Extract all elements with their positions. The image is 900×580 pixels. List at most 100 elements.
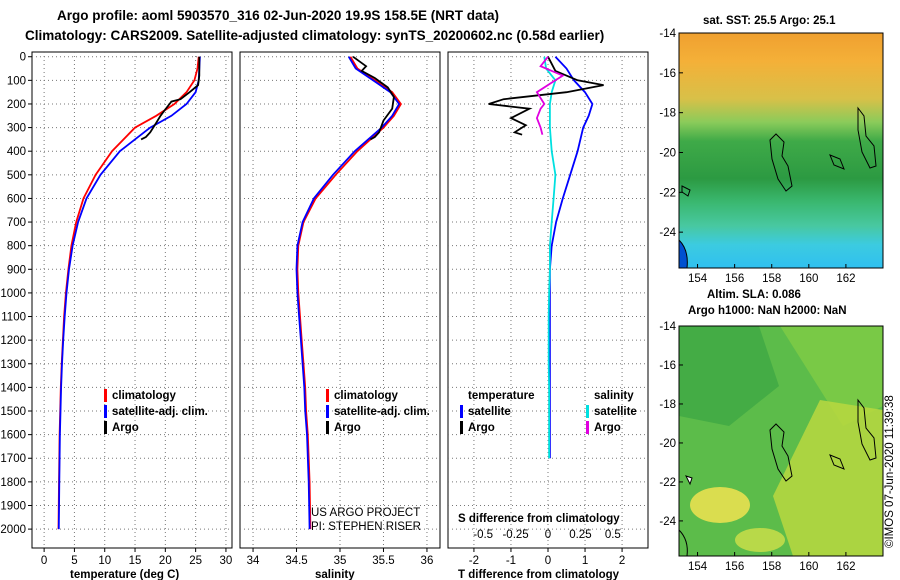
temp-xtick-label-1: 5 xyxy=(71,555,77,567)
sla-small-island xyxy=(685,475,693,486)
sst-xtick-label-0: 154 xyxy=(688,273,708,285)
sst-xtick-label-1: 156 xyxy=(725,273,744,285)
sla-coast-australia xyxy=(678,528,688,557)
legend-argo-label: Argo xyxy=(112,422,139,434)
sla-coastline-chesterfield xyxy=(769,423,793,482)
temp-ytick-label-1500: 1500 xyxy=(0,406,26,418)
sla-xtick-label-3: 160 xyxy=(799,561,818,573)
sal-xtick-label-1: 34.5 xyxy=(285,555,307,567)
sal-legend-climatology-label: climatology xyxy=(334,390,399,402)
diff-xtick-label-0: -2 xyxy=(469,555,479,567)
diff-stick-label-3: 0.25 xyxy=(569,529,591,541)
sst-field xyxy=(679,33,883,268)
salinity-panel: 34 34.5 35 35.5 36 salinity climatology sate… xyxy=(239,51,441,580)
temp-ytick-label-1200: 1200 xyxy=(0,335,26,347)
sla-ytick-label-3: -20 xyxy=(659,438,676,450)
sla-field-patch-b xyxy=(780,326,883,426)
s-difference-axis-label: S difference from climatology xyxy=(458,513,620,525)
diff-series-t-argo xyxy=(488,56,604,136)
figure-title-line1: Argo profile: aoml 5903570_316 02-Jun-20… xyxy=(57,8,499,23)
sla-field-patch-d xyxy=(690,487,750,523)
sal-xtick-label-2: 35 xyxy=(334,555,347,567)
sal-series-argo xyxy=(352,55,395,141)
sst-ytick-label-5: -24 xyxy=(659,227,676,239)
temp-ytick-label-500: 500 xyxy=(7,170,26,182)
temp-ytick-label-1300: 1300 xyxy=(0,359,26,371)
diff-stick-label-4: 0.5 xyxy=(605,529,621,541)
diff-series-t-satellite xyxy=(549,56,594,459)
sla-field-patch-e xyxy=(735,528,785,552)
diff-legend-t-argo-label: Argo xyxy=(468,422,495,434)
sla-map-subtitle: Argo h1000: NaN h2000: NaN xyxy=(688,305,847,317)
diff-xtick-label-1: -1 xyxy=(506,555,516,567)
sst-coast-australia xyxy=(678,238,688,269)
diff-legend-s-sat-swatch xyxy=(586,405,589,418)
diff-stick-label-0: -0.5 xyxy=(473,529,493,541)
sst-xtick-label-4: 162 xyxy=(836,273,855,285)
temp-ytick-label-1100: 1100 xyxy=(1,312,26,324)
sla-coastline-reef xyxy=(829,454,845,470)
sla-xtick-label-1: 156 xyxy=(725,561,744,573)
temp-ytick-label-200: 200 xyxy=(7,99,26,111)
diff-stick-label-1: -0.25 xyxy=(502,529,528,541)
sla-xtick-label-4: 162 xyxy=(836,561,855,573)
sst-ytick-label-1: -16 xyxy=(659,68,676,80)
diff-legend-s-argo-label: Argo xyxy=(594,422,621,434)
temp-ytick-label-0: 0 xyxy=(20,52,26,64)
diff-xtick-label-4: 2 xyxy=(619,555,625,567)
diff-series-s-argo xyxy=(535,56,565,135)
temperature-panel: 0100200300400500600700800900100011001200… xyxy=(0,51,233,580)
temp-xtick-label-5: 25 xyxy=(189,555,202,567)
sst-map-title: sat. SST: 25.5 Argo: 25.1 xyxy=(703,15,836,27)
legend-satellite-swatch xyxy=(104,405,107,418)
diff-stick-label-2: 0 xyxy=(545,529,551,541)
sal-series-satellite xyxy=(295,56,401,530)
figure-title-line2: Climatology: CARS2009. Satellite-adjuste… xyxy=(25,28,604,43)
diff-legend-s-argo-swatch xyxy=(586,421,589,434)
temperature-x-axis-label: temperature (deg C) xyxy=(70,569,179,580)
credit-project: US ARGO PROJECT xyxy=(311,507,420,519)
sst-map-panel: sat. SST: 25.5 Argo: 25.1 xyxy=(659,15,884,285)
temp-ytick-label-2000: 2000 xyxy=(0,524,26,536)
diff-legend-s-sat-label: satellite xyxy=(594,406,637,418)
temp-ytick-label-1600: 1600 xyxy=(0,430,26,442)
sst-coastline-newcaledonia xyxy=(857,106,877,169)
diff-xtick-label-3: 1 xyxy=(582,555,588,567)
temp-ytick-label-1800: 1800 xyxy=(0,477,26,489)
temp-series-argo xyxy=(140,56,201,141)
sla-coastline-newcaledonia xyxy=(857,398,877,461)
temp-xtick-label-0: 0 xyxy=(41,555,47,567)
temp-ytick-label-800: 800 xyxy=(7,241,26,253)
sla-field-patch-a xyxy=(679,326,779,426)
sal-legend-satellite-swatch xyxy=(326,405,329,418)
temp-xtick-label-4: 20 xyxy=(159,555,172,567)
diff-xtick-label-2: 0 xyxy=(545,555,551,567)
temp-ytick-label-1000: 1000 xyxy=(0,288,26,300)
sal-legend-satellite-label: satellite-adj. clim. xyxy=(334,406,430,418)
temp-ytick-label-300: 300 xyxy=(7,123,26,135)
credit-pi: PI: STEPHEN RISER xyxy=(311,521,421,533)
sla-map-title: Altim. SLA: 0.086 xyxy=(707,289,801,301)
sla-xtick-label-2: 158 xyxy=(762,561,781,573)
temp-ytick-label-600: 600 xyxy=(7,193,26,205)
temp-ytick-label-700: 700 xyxy=(7,217,26,229)
sla-map-frame xyxy=(678,325,884,557)
sla-ytick-label-1: -16 xyxy=(659,360,676,372)
sal-xtick-label-4: 36 xyxy=(421,555,434,567)
sal-legend-argo-label: Argo xyxy=(334,422,361,434)
temperature-plot-frame xyxy=(31,51,233,549)
temp-xtick-label-3: 15 xyxy=(129,555,142,567)
sla-ytick-label-2: -18 xyxy=(659,399,676,411)
sla-ytick-label-0: -14 xyxy=(659,321,676,333)
legend-argo-swatch xyxy=(104,421,107,434)
diff-legend-t-sat-swatch xyxy=(460,405,463,418)
sst-ytick-label-3: -20 xyxy=(659,147,676,159)
legend-temperature-title: temperature xyxy=(468,390,534,402)
sst-xtick-label-2: 158 xyxy=(762,273,781,285)
difference-panel: -2 -1 0 1 2 -0.5 -0.25 0 0.25 0.5 T difference f… xyxy=(447,51,649,580)
sla-ytick-label-4: -22 xyxy=(659,477,676,489)
sst-ytick-label-4: -22 xyxy=(659,187,676,199)
sla-field-patch-c xyxy=(773,400,883,556)
temp-series-satellite xyxy=(57,56,201,530)
sst-coastline-chesterfield xyxy=(769,133,793,192)
